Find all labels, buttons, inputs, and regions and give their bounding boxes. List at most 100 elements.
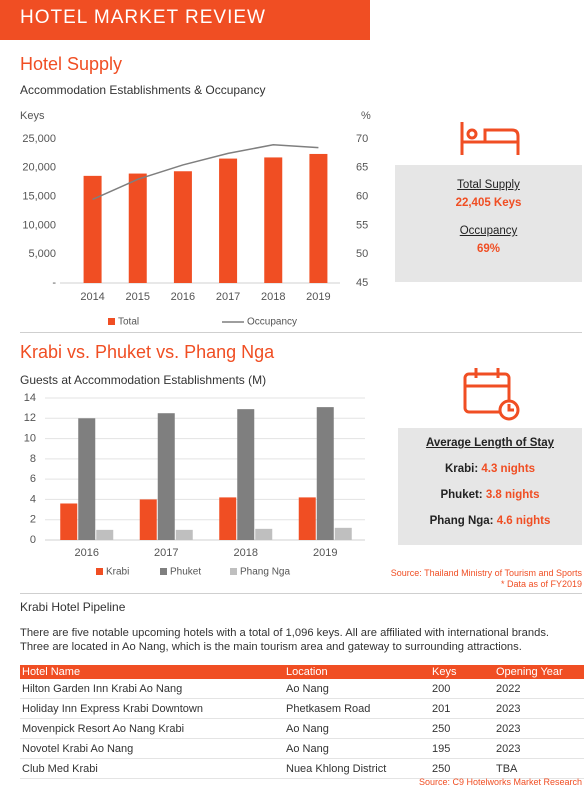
x-tick-label: 2014 [80,291,104,303]
legend-swatch [96,568,103,575]
y2-tick-label: 45 [356,277,368,289]
legend-label: Krabi [106,567,129,578]
bar [334,527,352,540]
stat-row: Krabi: 4.3 nights [398,463,582,475]
table-cell: Club Med Krabi [20,758,284,779]
bar [219,158,238,283]
y2-tick-label: 55 [356,219,368,231]
pipeline-table: Hotel Name Location Keys Opening Year Hilton… [20,665,584,779]
divider [20,332,582,333]
bar [316,407,334,540]
source: Source: C9 Hotelworks Market Research [418,777,582,787]
source: Source: Thailand Ministry of Tourism and… [390,568,582,578]
stat-label: Total Supply [457,179,520,191]
y-tick-label: 10 [24,432,36,444]
divider [20,593,582,594]
stat-value: 3.8 nights [485,489,540,501]
table-cell: Hilton Garden Inn Krabi Ao Nang [20,679,284,699]
table-cell: Nuea Khlong District [284,758,430,779]
stat-value: 69% [476,243,501,255]
supply-stats: Total Supply 22,405 Keys Occupancy 69% [395,165,582,282]
table-cell: 250 [430,718,494,739]
table-row: Novotel Krabi Ao Nang Ao Nang 195 2023 [20,738,584,759]
y-tick-label: 6 [30,473,36,485]
table-cell: Ao Nang [284,679,430,699]
chart-title: Accommodation Establishments & Occupancy [20,83,265,97]
chart-title: Guests at Accommodation Establishments (… [20,373,266,387]
stat-row: Phang Nga: 4.6 nights [398,515,582,527]
bar [157,413,175,540]
bar [298,497,316,540]
y2-tick-label: 70 [356,133,368,145]
bar [255,528,273,540]
table-cell: Phetkasem Road [284,698,430,719]
legend-swatch [108,318,115,325]
y-tick-label: 20,000 [22,162,56,174]
y-tick-label: - [52,277,56,289]
x-tick-label: 2019 [306,291,330,303]
table-row: Club Med Krabi Nuea Khlong District 250 TBA [20,758,584,779]
table-cell: Ao Nang [284,718,430,739]
bar [173,171,192,283]
column-header: Keys [430,665,494,679]
stat-value: 4.6 nights [496,515,551,527]
stat-row: Phuket: 3.8 nights [398,489,582,501]
legend-label: Phang Nga [240,567,290,578]
stat-label: Krabi: [444,463,479,475]
legend-swatch [160,568,167,575]
bar [139,499,157,540]
y-tick-label: 25,000 [22,133,56,145]
y2-tick-label: 65 [356,162,368,174]
x-tick-label: 2017 [216,291,240,303]
table-cell: 201 [430,698,494,719]
y2-axis-title: % [361,110,371,122]
y2-tick-label: 60 [356,191,368,203]
y-tick-label: 8 [30,453,36,465]
stat-value: 22,405 Keys [455,197,522,209]
table-cell: Movenpick Resort Ao Nang Krabi [20,718,284,739]
y-tick-label: 12 [24,412,36,424]
bar [128,173,147,283]
table-cell: 2023 [494,718,584,739]
bar [96,529,114,540]
table-cell: TBA [494,758,584,779]
y2-tick-label: 50 [356,248,368,260]
x-tick-label: 2018 [234,547,258,559]
stat-label: Occupancy [459,225,518,237]
legend-swatch [230,568,237,575]
y-tick-label: 0 [30,534,36,546]
bar [237,409,255,540]
stat-title: Average Length of Stay [425,437,555,449]
pipeline-title: Krabi Hotel Pipeline [20,600,126,614]
section-title: Hotel Supply [20,54,123,74]
legend-label: Occupancy [247,317,297,328]
y-tick-label: 14 [24,392,36,404]
table-cell: 2022 [494,679,584,699]
bar [83,175,102,283]
table-cell: 250 [430,758,494,779]
calendar-icon [463,368,520,421]
column-header: Hotel Name [20,665,284,679]
stat-value: 4.3 nights [481,463,536,475]
x-tick-label: 2016 [75,547,99,559]
bar [309,153,328,283]
y-tick-label: 5,000 [28,248,56,260]
bed-icon [460,122,520,155]
header-row: Hotel Name Location Keys Opening Year [20,665,584,679]
bar [78,418,96,540]
y-tick-label: 15,000 [22,191,56,203]
x-tick-label: 2018 [261,291,285,303]
bar [264,157,283,283]
column-header: Location [284,665,430,679]
line [92,144,319,201]
section-title: Krabi vs. Phuket vs. Phang Nga [20,342,275,362]
stat-label: Phang Nga: [429,515,494,527]
table-row: Holiday Inn Express Krabi Downtown Phetka… [20,698,584,719]
table-cell: 195 [430,738,494,759]
table-cell: 200 [430,679,494,699]
x-tick-label: 2017 [154,547,178,559]
legend-label: Total [118,317,139,328]
table-cell: Holiday Inn Express Krabi Downtown [20,698,284,719]
table-row: Hilton Garden Inn Krabi Ao Nang Ao Nang 20… [20,679,584,699]
